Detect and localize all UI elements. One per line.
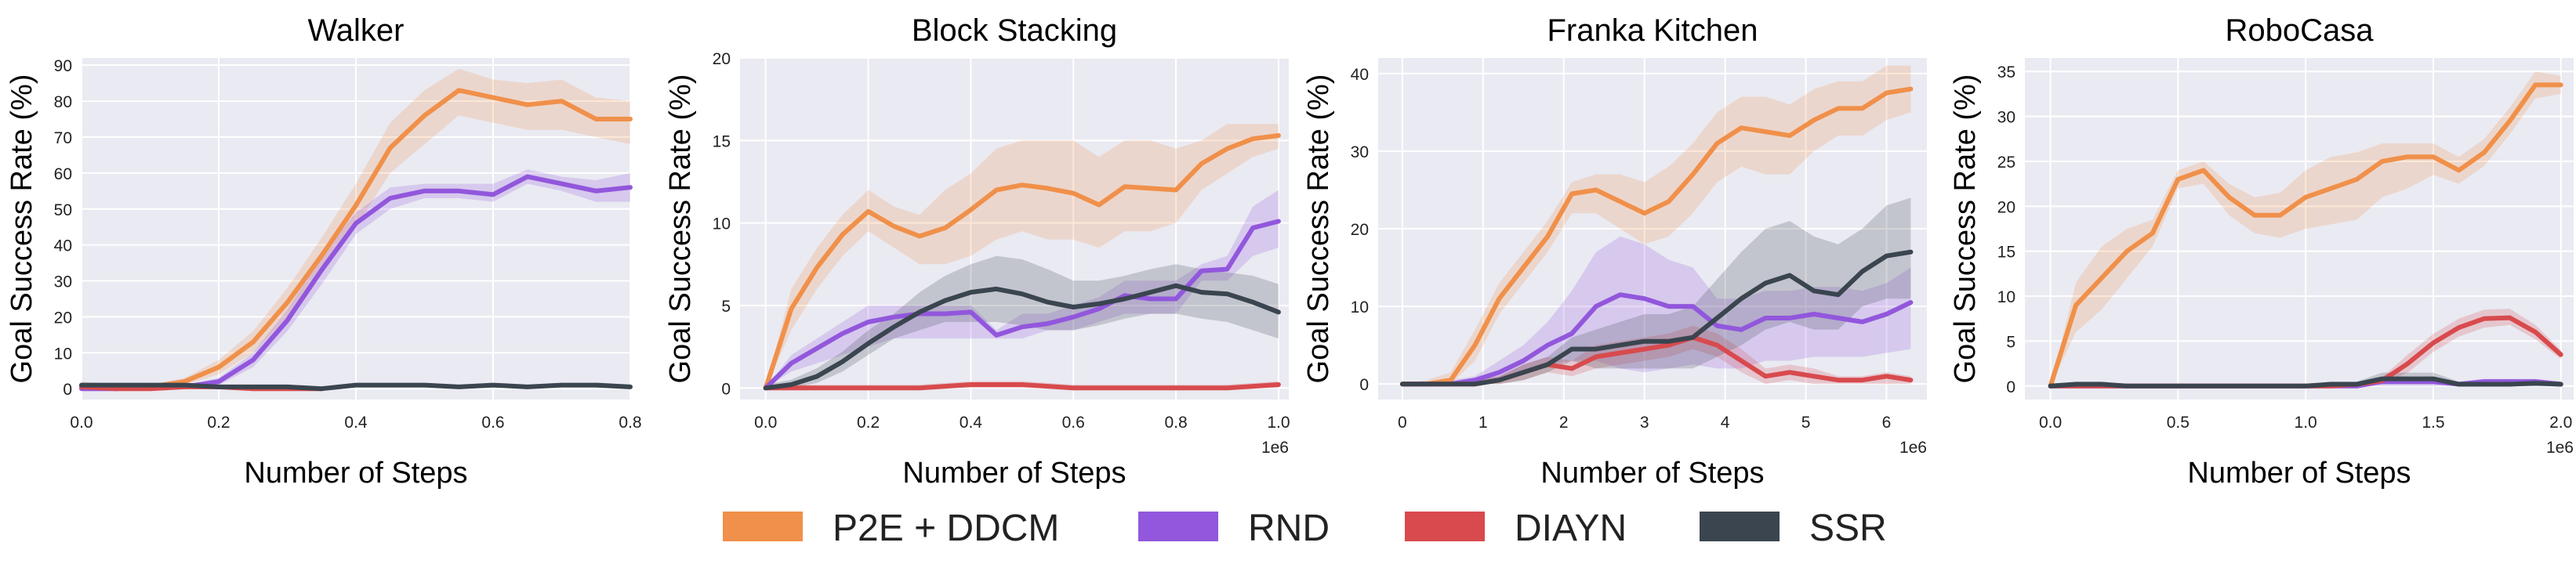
y-tick-label: 5: [721, 298, 731, 316]
y-tick-label: 25: [1997, 154, 2015, 172]
y-tick-label: 0: [721, 380, 731, 398]
y-tick-label: 40: [1351, 66, 1369, 84]
series-line-ssr: [79, 382, 633, 392]
series-band-p2e-ddcm: [82, 68, 630, 389]
x-tick-label: 2.0: [2549, 414, 2572, 432]
x-tick-label: 0.8: [1164, 414, 1187, 432]
x-tick-label: 1.0: [1267, 414, 1290, 432]
series-line-p2e-ddcm: [1399, 86, 1914, 387]
series-band-rnd: [1402, 236, 1911, 385]
series-line-ssr: [1399, 249, 1914, 387]
x-tick-label: 0.5: [2167, 414, 2190, 432]
y-tick-label: 20: [713, 50, 731, 68]
y-axis-label: Goal Success Rate (%): [664, 74, 697, 384]
legend-label-p2e-ddcm: P2E + DDCM: [833, 508, 1059, 549]
legend-label-ssr: SSR: [1809, 508, 1887, 549]
x-tick-label: 0.2: [857, 414, 880, 432]
x-tick-label: 6: [1882, 414, 1892, 432]
y-tick-label: 15: [713, 132, 731, 150]
chart-franka-kitchen: 0 1 2 3 4 5 6 0 10 20 30 40 1e6 Franka Kitchen Number …: [1302, 13, 1927, 490]
x-tick-label: 0.2: [207, 414, 230, 432]
y-tick-label: 0: [1359, 376, 1369, 394]
x-axis-label: Number of Steps: [1540, 457, 1764, 490]
x-axis-label: Number of Steps: [2187, 457, 2411, 490]
series-band-p2e-ddcm: [2050, 71, 2561, 386]
x-tick-label: 0.0: [70, 414, 93, 432]
y-tick-label: 10: [713, 215, 731, 233]
x-axis-label: Number of Steps: [902, 457, 1126, 490]
series-band-rnd: [765, 190, 1279, 389]
y-tick-label: 80: [54, 93, 72, 111]
y-tick-label: 30: [54, 273, 72, 291]
y-tick-label: 20: [1997, 198, 2015, 216]
x-tick-label: 0.0: [754, 414, 777, 432]
series-line-ssr: [2048, 376, 2563, 389]
series-line-ssr: [763, 283, 1281, 391]
y-tick-label: 40: [54, 237, 72, 255]
x-axis-label: Number of Steps: [244, 457, 467, 490]
y-tick-label: 10: [54, 345, 72, 363]
x-tick-label: 0.4: [960, 414, 983, 432]
y-tick-label: 20: [1351, 221, 1369, 239]
chart-title: RoboCasa: [2225, 13, 2374, 48]
y-tick-label: 15: [1997, 244, 2015, 262]
x-tick-label: 0: [1398, 414, 1407, 432]
y-tick-label: 90: [54, 57, 72, 75]
y-axis-label: Goal Success Rate (%): [5, 74, 38, 384]
legend-swatch-p2e-ddcm: [723, 512, 803, 541]
series-band-ssr: [765, 255, 1279, 389]
series-line-diayn: [763, 382, 1281, 391]
series-line-rnd: [1399, 292, 1914, 387]
y-tick-label: 30: [1997, 109, 2015, 127]
y-tick-label: 60: [54, 165, 72, 183]
y-tick-label: 50: [54, 201, 72, 219]
legend-swatch-rnd: [1138, 512, 1218, 541]
series-band-p2e-ddcm: [1402, 65, 1911, 385]
chart-title: Walker: [308, 13, 405, 48]
x-tick-label: 0.6: [481, 414, 504, 432]
x-tick-label: 0.4: [344, 414, 368, 432]
y-tick-label: 30: [1351, 143, 1369, 161]
y-tick-label: 10: [1997, 288, 2015, 306]
y-tick-label: 5: [2006, 333, 2015, 351]
x-tick-label: 3: [1640, 414, 1649, 432]
x-tick-label: 0.8: [619, 414, 641, 432]
x-scale-label: 1e6: [1899, 439, 1927, 457]
legend-swatch-ssr: [1700, 512, 1780, 541]
series-line-rnd: [763, 219, 1281, 391]
y-tick-label: 35: [1997, 63, 2015, 81]
legend: P2E + DDCM RND DIAYN SSR: [723, 508, 1887, 549]
x-tick-label: 0.6: [1062, 414, 1085, 432]
y-axis-label: Goal Success Rate (%): [1302, 74, 1335, 384]
legend-swatch-diayn: [1405, 512, 1485, 541]
x-scale-label: 1e6: [2546, 439, 2574, 457]
x-tick-label: 0.0: [2039, 414, 2062, 432]
y-tick-label: 10: [1351, 298, 1369, 316]
chart-title: Block Stacking: [912, 13, 1117, 48]
chart-robocasa: 0.0 0.5 1.0 1.5 2.0 0 5 10 15 20 25 30 35 1e6 RoboCasa…: [1949, 13, 2574, 490]
legend-label-rnd: RND: [1248, 508, 1330, 549]
y-tick-label: 0: [2006, 378, 2015, 396]
x-tick-label: 1.5: [2422, 414, 2444, 432]
y-axis-label: Goal Success Rate (%): [1949, 74, 1982, 384]
chart-block-stacking: 0.0 0.2 0.4 0.6 0.8 1.0 0 5 10 15 20 1e6 Block Stack…: [664, 13, 1290, 490]
x-tick-label: 2: [1559, 414, 1569, 432]
series-line-p2e-ddcm: [2048, 82, 2563, 389]
y-tick-label: 70: [54, 129, 72, 147]
legend-label-diayn: DIAYN: [1515, 508, 1627, 549]
chart-title: Franka Kitchen: [1547, 13, 1758, 48]
x-tick-label: 5: [1801, 414, 1811, 432]
series-band-rnd: [82, 169, 630, 389]
series-band-ssr: [1402, 197, 1911, 385]
y-tick-label: 0: [63, 381, 72, 399]
y-tick-label: 20: [54, 309, 72, 327]
chart-walker: 0.0 0.2 0.4 0.6 0.8 0 10 20 30 40 50 60 70 80 90 Walker…: [5, 13, 642, 490]
x-scale-label: 1e6: [1261, 439, 1289, 457]
x-tick-label: 1: [1478, 414, 1488, 432]
x-tick-label: 1.0: [2295, 414, 2317, 432]
x-tick-label: 4: [1721, 414, 1730, 432]
plot-background: [2025, 58, 2574, 400]
series-line-p2e-ddcm: [763, 133, 1281, 391]
